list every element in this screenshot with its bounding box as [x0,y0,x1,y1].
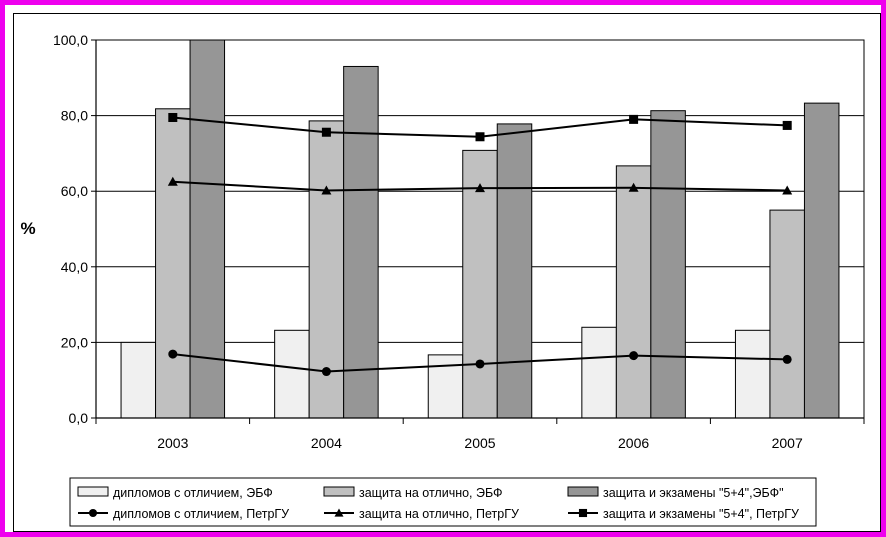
point-circle [321,367,331,377]
bar [120,341,157,419]
point-triangle [334,508,344,517]
x-tick-label: 2005 [464,435,495,451]
legend-swatch [77,486,109,497]
point-square [168,112,178,122]
legend-swatch [567,486,599,497]
point-square [629,114,639,124]
y-tick-label: 20,0 [61,334,88,350]
legend-box [69,477,817,527]
x-tick-label: 2007 [772,435,803,451]
y-tick-label: 0,0 [69,410,89,426]
y-tick-label: 40,0 [61,259,88,275]
point-circle [629,351,639,361]
bar [155,108,191,419]
point-triangle [167,176,178,186]
bar [769,209,805,419]
bar [803,102,840,419]
point-triangle [321,185,332,195]
legend-label: дипломов с отличием, ЭБФ [113,486,273,500]
bar [615,165,652,419]
point-square [321,127,331,137]
bar [189,39,226,419]
point-circle [475,359,485,369]
y-tick-label: 80,0 [61,108,88,124]
bar [462,149,498,419]
point-square [475,132,485,142]
x-tick-label: 2006 [618,435,649,451]
bar [581,326,617,419]
legend-label: защита на отлично, ПетрГУ [359,507,519,521]
bar [274,329,310,419]
lines-layer [167,112,793,377]
y-tick-label: 100,0 [53,32,88,48]
chart-area-border [13,13,881,532]
legend-label: защита и экзамены "5+4", ПетрГУ [603,507,799,521]
point-square [782,120,792,130]
axes-layer: 0,0 20,0 40,0 60,0 80,0 100,0 2003 2004 2005 2006… [53,32,865,451]
legend: дипломов с отличием, ЭБФ защита на отличн… [69,477,817,527]
legend-label: защита на отлично, ЭБФ [359,486,503,500]
x-tick-label: 2003 [157,435,188,451]
y-axis-label: % [20,219,35,238]
legend-label: дипломов с отличием, ПетрГУ [113,507,289,521]
point-circle [782,354,792,364]
legend-swatch [323,486,355,497]
bar [650,110,686,419]
x-tick-label: 2004 [311,435,342,451]
bar [734,329,771,419]
point-triangle [475,183,485,193]
point-circle [168,349,178,359]
point-triangle [782,185,793,195]
point-square [578,508,588,518]
point-circle [88,508,98,518]
bars-layer [120,39,840,419]
bar [496,123,533,419]
bar [343,65,379,419]
point-triangle [628,182,639,192]
y-tick-label: 60,0 [61,183,88,199]
legend-label: защита и экзамены "5+4",ЭБФ" [603,486,784,500]
